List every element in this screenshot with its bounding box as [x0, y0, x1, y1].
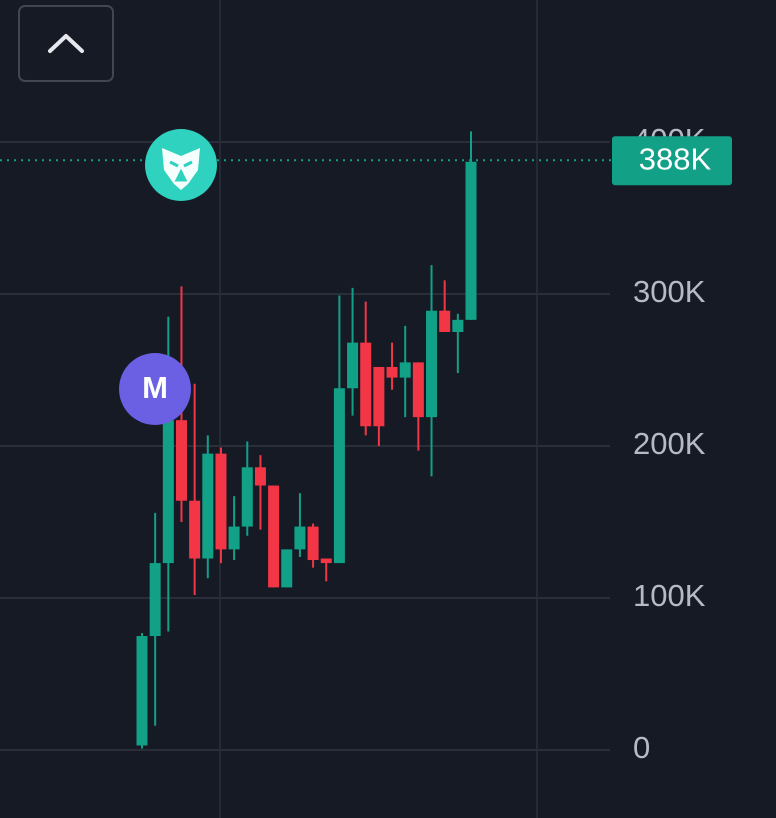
- candle-body: [320, 558, 332, 564]
- candle-body: [281, 549, 293, 588]
- candle-body: [347, 342, 359, 389]
- candle-body: [426, 310, 438, 418]
- overlay: M: [18, 5, 217, 425]
- current-price-label: 388K: [639, 141, 712, 176]
- y-tick-label: 100K: [633, 578, 706, 613]
- candle-body: [149, 563, 161, 637]
- candle-body: [268, 485, 280, 588]
- collapse-button[interactable]: [18, 5, 114, 82]
- candle-body: [452, 319, 464, 333]
- candle-body: [439, 310, 451, 333]
- candle-body: [399, 362, 411, 378]
- candle-body: [162, 420, 174, 564]
- candle-body: [189, 500, 201, 559]
- candle-body: [241, 467, 253, 527]
- candle-body: [215, 453, 227, 550]
- candle-body: [465, 161, 477, 320]
- candle-body: [175, 420, 187, 501]
- candle-body: [373, 366, 385, 427]
- marker-label: M: [142, 370, 168, 405]
- chevron-up-icon: [48, 34, 84, 53]
- candles: [0, 131, 612, 749]
- candle-body: [136, 636, 148, 746]
- eagle-face: [169, 160, 193, 182]
- candle-body: [360, 342, 372, 427]
- candle-body: [412, 362, 424, 418]
- candle-body: [294, 526, 306, 550]
- candle-body: [333, 388, 345, 564]
- marker-badge[interactable]: [119, 353, 191, 425]
- grid: 0100K200K300K400K500K: [0, 0, 706, 765]
- eagle-icon: [145, 129, 217, 201]
- y-tick-label: 300K: [633, 274, 706, 309]
- candle-body: [202, 453, 214, 559]
- candle-body: [307, 526, 319, 561]
- candle-body: [228, 526, 240, 550]
- y-tick-label: 0: [633, 730, 650, 765]
- y-tick-label: 500K: [633, 0, 706, 5]
- candle-body: [386, 366, 398, 378]
- current-price-box: [612, 136, 732, 186]
- candle-body: [254, 467, 266, 486]
- y-tick-label: 200K: [633, 426, 706, 461]
